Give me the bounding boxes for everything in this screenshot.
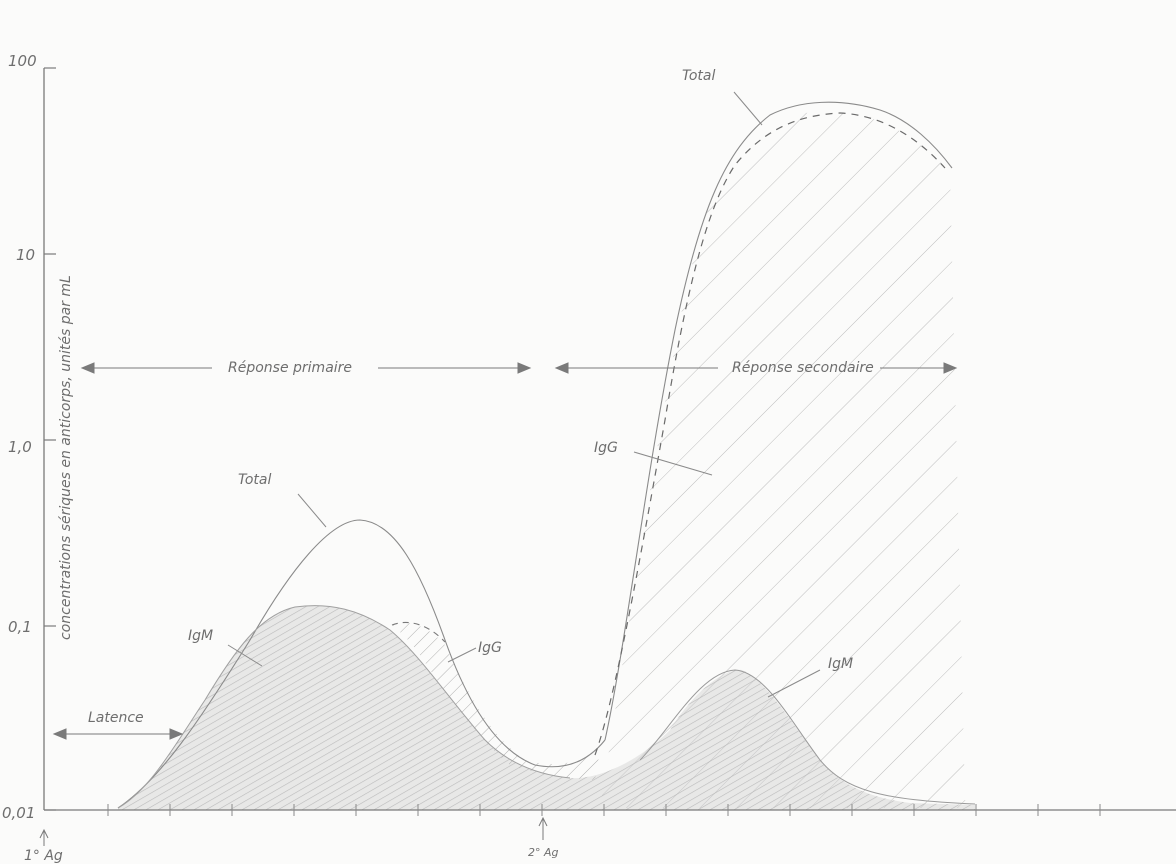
primary-igm-outline bbox=[117, 605, 571, 809]
igm-primary-label: IgM bbox=[188, 628, 213, 644]
y-axis-label: concentrations sériques en anticorps, un… bbox=[58, 275, 74, 640]
igm-secondary-label: IgM bbox=[828, 656, 853, 672]
callout-lines bbox=[227, 91, 821, 698]
first-antigen-marker bbox=[39, 828, 49, 846]
total-primary-label: Total bbox=[238, 472, 271, 488]
latency-arrow bbox=[52, 728, 184, 740]
y-tick-10: 10 bbox=[16, 246, 35, 264]
y-ticks bbox=[44, 67, 56, 811]
igg-primary-label: IgG bbox=[478, 640, 502, 656]
secondary-response-arrow bbox=[554, 362, 958, 374]
igg-secondary-label: IgG bbox=[594, 440, 618, 456]
second-antigen-marker bbox=[538, 816, 548, 840]
secondary-total-curve bbox=[604, 101, 953, 741]
primary-response-label: Réponse primaire bbox=[228, 360, 352, 376]
secondary-response-label: Réponse secondaire bbox=[732, 360, 874, 376]
latency-label: Latence bbox=[88, 710, 144, 726]
secondary-igm-outline bbox=[639, 669, 976, 805]
total-secondary-label: Total bbox=[682, 68, 715, 84]
secondary-igg-area bbox=[600, 111, 975, 809]
primary-igg-area bbox=[392, 622, 600, 780]
y-tick-0-01: 0,01 bbox=[2, 804, 35, 822]
x-ticks bbox=[107, 804, 1101, 816]
primary-total-curve bbox=[117, 519, 606, 809]
secondary-igg-dashed-curve bbox=[594, 112, 946, 756]
y-tick-100: 100 bbox=[8, 52, 37, 70]
primary-igm-shade bbox=[118, 605, 975, 810]
first-antigen-label: 1° Ag bbox=[24, 848, 63, 864]
y-tick-1: 1,0 bbox=[8, 438, 32, 456]
primary-igg-dashed bbox=[391, 621, 446, 643]
primary-response-arrow bbox=[80, 362, 532, 374]
second-antigen-label: 2° Ag bbox=[528, 846, 559, 859]
primary-igm-area bbox=[118, 605, 975, 810]
y-tick-0-1: 0,1 bbox=[8, 618, 32, 636]
